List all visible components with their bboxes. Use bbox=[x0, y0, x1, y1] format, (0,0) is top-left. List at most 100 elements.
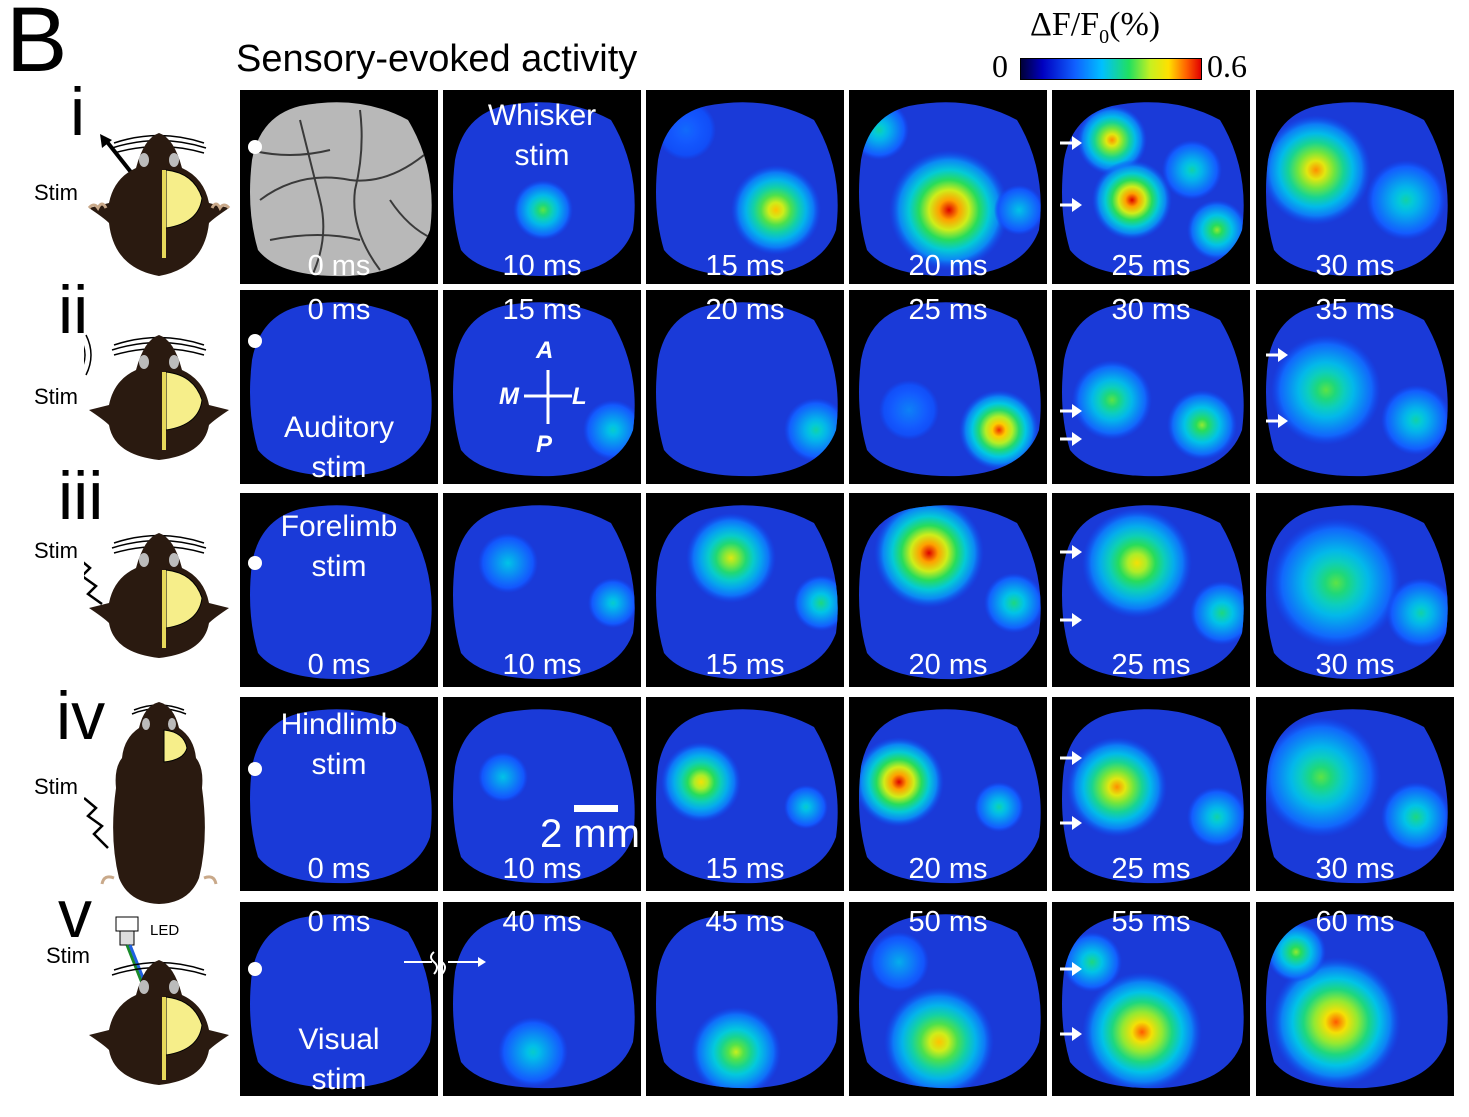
image-tile: 50 ms bbox=[849, 902, 1047, 1096]
time-label: 25 ms bbox=[1111, 649, 1191, 681]
compass-cross bbox=[524, 370, 572, 424]
brain-image bbox=[859, 505, 1041, 680]
reference-dot bbox=[248, 962, 262, 976]
stimulus-label-line: Auditory bbox=[283, 411, 395, 444]
image-tile: 25 ms bbox=[1052, 90, 1250, 284]
image-tile: 0 ms bbox=[240, 697, 438, 891]
brain-image bbox=[250, 709, 432, 884]
stimulus-label: Whisker stim bbox=[443, 96, 641, 176]
activity-arrow bbox=[1060, 545, 1082, 559]
activity-arrow bbox=[1060, 404, 1082, 418]
time-label: 0 ms bbox=[307, 649, 371, 681]
brain-image bbox=[656, 914, 838, 1089]
time-label: 15 ms bbox=[502, 294, 582, 326]
image-tile: 60 ms bbox=[1256, 902, 1454, 1096]
time-label: 30 ms bbox=[1315, 649, 1395, 681]
stimulus-label-line: Hindlimb bbox=[280, 708, 398, 741]
brain-image bbox=[1062, 505, 1244, 680]
brain-image bbox=[859, 102, 1041, 277]
stimulus-label-line: stim bbox=[514, 138, 570, 172]
image-tile: 30 ms bbox=[1256, 493, 1454, 687]
brain-image bbox=[250, 914, 432, 1089]
time-label: 40 ms bbox=[502, 906, 582, 938]
image-tile: 15 ms bbox=[443, 290, 641, 484]
image-tile: 15 ms bbox=[646, 493, 844, 687]
stimulus-label-line: Forelimb bbox=[280, 510, 398, 543]
image-tile: 20 ms bbox=[646, 290, 844, 484]
led-label: LED bbox=[150, 922, 180, 939]
time-label: 15 ms bbox=[705, 250, 785, 282]
stimulus-label: Hindlimb stim bbox=[240, 705, 438, 785]
image-tile: 20 ms bbox=[849, 493, 1047, 687]
time-label: 20 ms bbox=[908, 853, 988, 885]
brain-image bbox=[453, 914, 635, 1089]
image-tile: 30 ms bbox=[1052, 290, 1250, 484]
brain-image bbox=[1062, 102, 1244, 277]
stim-label-iii: Stim bbox=[34, 538, 78, 563]
brain-image bbox=[1266, 102, 1448, 277]
brain-image bbox=[1266, 709, 1448, 884]
mouse-whisker-illustration bbox=[87, 133, 231, 276]
image-tile: 0 ms bbox=[240, 902, 438, 1096]
mouse-forelimb-illustration bbox=[84, 533, 229, 658]
reference-dot bbox=[248, 762, 262, 776]
time-label: 50 ms bbox=[908, 906, 988, 938]
brain-image bbox=[453, 505, 635, 680]
stimulus-label-line: stim bbox=[311, 747, 367, 781]
time-label: 10 ms bbox=[502, 250, 582, 282]
time-label: 30 ms bbox=[1315, 853, 1395, 885]
colorbar-title: ΔF/F0(%) bbox=[1030, 8, 1160, 47]
image-tile: 30 ms bbox=[1256, 697, 1454, 891]
brain-image bbox=[859, 302, 1041, 477]
time-label: 15 ms bbox=[705, 649, 785, 681]
time-label: 55 ms bbox=[1111, 906, 1191, 938]
brain-image bbox=[1266, 505, 1448, 680]
brain-image bbox=[453, 302, 635, 477]
activity-arrow bbox=[1060, 962, 1082, 976]
time-label: 15 ms bbox=[705, 853, 785, 885]
brain-image bbox=[656, 102, 838, 277]
brain-image bbox=[1266, 914, 1448, 1089]
row-numeral-iii: iii bbox=[58, 458, 104, 534]
activity-arrow bbox=[1266, 348, 1288, 362]
stimulus-label: Auditory stim bbox=[240, 408, 438, 488]
colorbar-title-unit: (%) bbox=[1109, 6, 1161, 43]
activity-arrow bbox=[1060, 816, 1082, 830]
image-tile: 55 ms bbox=[1052, 902, 1250, 1096]
brain-image bbox=[250, 505, 432, 680]
time-label: 25 ms bbox=[908, 294, 988, 326]
image-tile: 10 ms bbox=[443, 90, 641, 284]
time-label: 10 ms bbox=[502, 649, 582, 681]
image-tile: 0 ms bbox=[240, 493, 438, 687]
time-label: 0 ms bbox=[307, 853, 371, 885]
row-numeral-i: i bbox=[70, 74, 86, 150]
row-numeral-iv: iv bbox=[56, 678, 106, 754]
activity-arrow bbox=[1060, 432, 1082, 446]
mouse-visual-illustration bbox=[89, 916, 229, 1085]
brain-image bbox=[656, 302, 838, 477]
image-tile: 20 ms bbox=[849, 90, 1047, 284]
brain-image bbox=[1062, 914, 1244, 1089]
activity-arrow bbox=[1060, 136, 1082, 150]
stimulus-label-line: Visual bbox=[298, 1023, 380, 1056]
time-label: 20 ms bbox=[908, 250, 988, 282]
colorbar-title-main: ΔF/F bbox=[1030, 6, 1100, 43]
activity-arrow bbox=[1060, 613, 1082, 627]
brain-image bbox=[859, 709, 1041, 884]
reference-dot bbox=[248, 334, 262, 348]
figure-title: Sensory-evoked activity bbox=[236, 38, 638, 80]
activity-arrow bbox=[1060, 1027, 1082, 1041]
image-tile: 20 ms bbox=[849, 697, 1047, 891]
brain-image bbox=[859, 914, 1041, 1089]
time-label: 10 ms bbox=[502, 853, 582, 885]
colorbar-title-sub: 0 bbox=[1099, 25, 1110, 48]
brain-image bbox=[1062, 709, 1244, 884]
scale-bar-label: 2 mm bbox=[540, 812, 640, 856]
image-tile: 10 ms bbox=[443, 697, 641, 891]
stimulus-label-line: stim bbox=[311, 1062, 367, 1096]
image-tile: 25 ms bbox=[1052, 697, 1250, 891]
activity-arrow bbox=[1060, 751, 1082, 765]
compass-lateral: L bbox=[572, 383, 587, 410]
time-label: 30 ms bbox=[1315, 250, 1395, 282]
image-tile: 40 ms bbox=[443, 902, 641, 1096]
